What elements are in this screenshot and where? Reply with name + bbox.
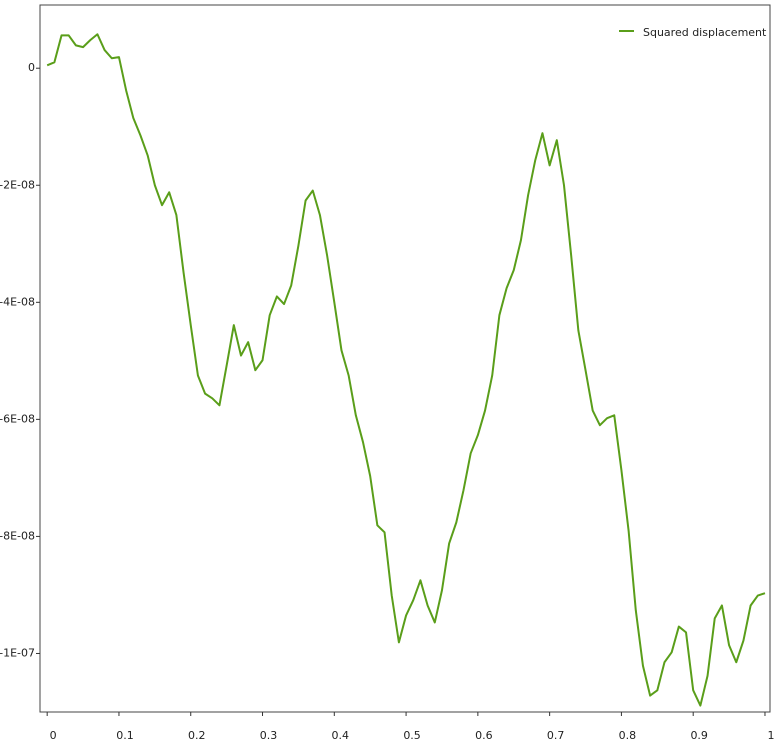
x-tick-label: 0.4	[332, 729, 350, 742]
x-tick-label: 0.5	[403, 729, 421, 742]
x-tick-label: 0.9	[690, 729, 708, 742]
x-tick-label: 0.7	[547, 729, 565, 742]
legend-label: Squared displacement	[643, 26, 767, 39]
x-tick-label: 0.2	[188, 729, 206, 742]
x-tick-label: 1	[767, 729, 774, 742]
y-tick-label: -6E-08	[0, 412, 35, 425]
y-tick-label: -4E-08	[0, 295, 35, 308]
x-tick-label: 0.3	[260, 729, 278, 742]
y-tick-label: -8E-08	[0, 529, 35, 542]
x-tick-label: 0.8	[619, 729, 637, 742]
y-tick-label: -1E-07	[0, 646, 35, 659]
y-tick-label: -2E-08	[0, 178, 35, 191]
y-tick-label: 0	[28, 61, 35, 74]
data-line	[46, 33, 766, 707]
x-tick-label: 0	[50, 729, 57, 742]
x-tick-label: 0.1	[116, 729, 134, 742]
x-tick-label: 0.6	[475, 729, 493, 742]
plot-frame	[39, 4, 771, 713]
